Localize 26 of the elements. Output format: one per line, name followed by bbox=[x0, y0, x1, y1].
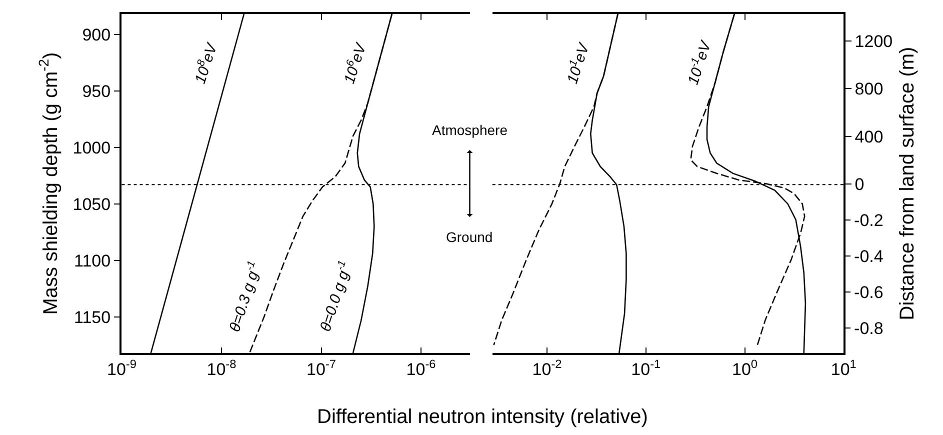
text: 0 bbox=[854, 174, 864, 194]
x-axis-title: Differential neutron intensity (relative) bbox=[317, 406, 648, 428]
x-tick-label: 10$^{-7}$ bbox=[306, 357, 336, 380]
annotation: Ground bbox=[446, 229, 493, 245]
y-tick-label: 1150 bbox=[74, 308, 111, 327]
text: 1200 bbox=[854, 32, 893, 51]
annotation: Atmosphere bbox=[432, 122, 508, 138]
y-tick-label: 1100 bbox=[74, 251, 111, 270]
y3-tick-label: -0.2 bbox=[854, 210, 884, 230]
x-tick-label: 10$^{0}$ bbox=[732, 357, 758, 380]
x-tick-label: 10$^{-1}$ bbox=[631, 357, 662, 380]
y-tick-label: 1050 bbox=[72, 194, 111, 214]
x-tick-label: 10$^{-2}$ bbox=[532, 357, 562, 380]
x-tick-label: 10$^{-9}$ bbox=[106, 357, 137, 380]
x-tick-label: 10$^{-6}$ bbox=[406, 357, 436, 380]
y-tick-label: 950 bbox=[82, 82, 111, 101]
y3-tick-label: -0.8 bbox=[854, 318, 884, 338]
y3-tick-label: -0.4 bbox=[854, 246, 884, 266]
text: 400 bbox=[854, 127, 884, 146]
y2-axis-title: Distance from land surface (m) bbox=[896, 46, 919, 320]
x-tick-label: 10$^{1}$ bbox=[830, 357, 857, 380]
x-tick-label: 10$^{-8}$ bbox=[206, 357, 237, 380]
y-tick-label: 1000 bbox=[72, 138, 111, 158]
y3-tick-label: -0.6 bbox=[854, 282, 884, 302]
text: 800 bbox=[854, 80, 884, 99]
y-tick-label: 900 bbox=[82, 25, 111, 44]
